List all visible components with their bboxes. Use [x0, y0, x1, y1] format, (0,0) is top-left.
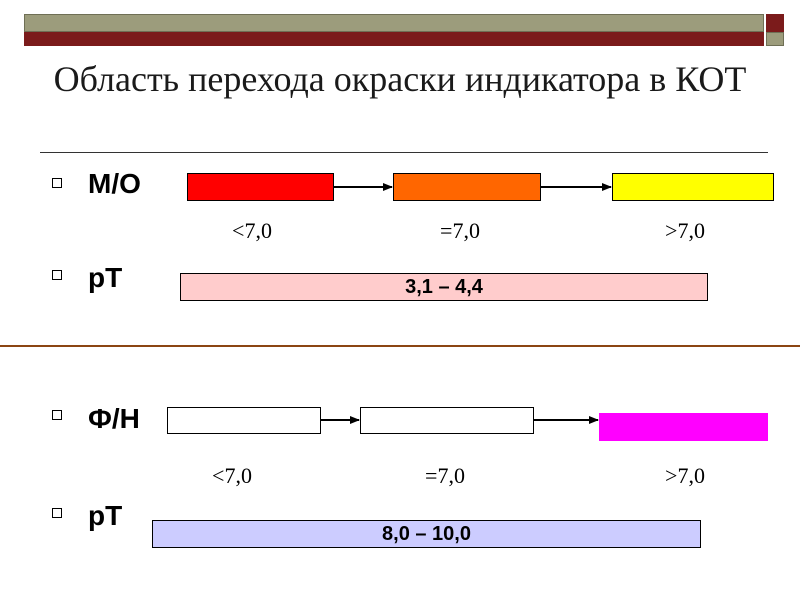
section-divider	[0, 345, 800, 347]
bullet-fn	[52, 410, 62, 420]
mo-acid-color-box	[187, 173, 334, 201]
bullet-fn-pt	[52, 508, 62, 518]
mo-transition-range-bar: 3,1 – 4,4	[180, 273, 708, 301]
mo-ph-base-label: >7,0	[665, 218, 705, 243]
label-mo-pt: рТ	[88, 262, 123, 293]
fn-acid-color-box	[167, 407, 321, 434]
fn-ph-neutral-label: =7,0	[425, 463, 465, 488]
mo-ph-acid-label: <7,0	[232, 218, 272, 243]
mo-neutral-color-box	[393, 173, 541, 201]
label-phenolphthalein: Ф/Н	[88, 403, 140, 434]
title-rule	[40, 152, 768, 153]
label-methyl-orange: М/О	[88, 168, 141, 199]
header-corner-olive	[766, 32, 784, 46]
mo-transition-range-text: 3,1 – 4,4	[405, 275, 483, 298]
fn-transition-range-text: 8,0 – 10,0	[382, 522, 471, 545]
fn-transition-range-bar: 8,0 – 10,0	[152, 520, 701, 548]
header-corner-maroon	[766, 14, 784, 32]
header-bar-maroon	[24, 32, 764, 46]
mo-ph-neutral-label: =7,0	[440, 218, 480, 243]
fn-base-color-box	[599, 413, 768, 441]
mo-base-color-box	[612, 173, 774, 201]
fn-ph-acid-label: <7,0	[212, 463, 252, 488]
header-bar-olive	[24, 14, 764, 32]
label-fn-pt: рТ	[88, 500, 123, 531]
fn-neutral-color-box	[360, 407, 534, 434]
bullet-mo	[52, 178, 62, 188]
page-title: Область перехода окраски индикатора в КО…	[53, 59, 747, 99]
fn-ph-base-label: >7,0	[665, 463, 705, 488]
bullet-mo-pt	[52, 270, 62, 280]
